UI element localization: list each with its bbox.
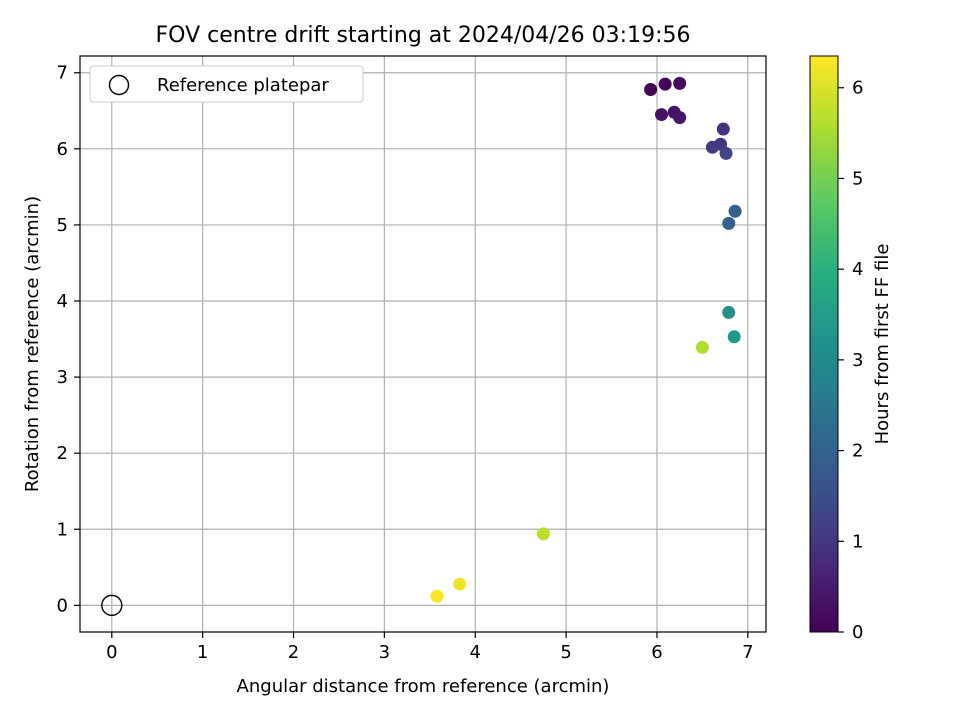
y-tick-label: 0 xyxy=(57,595,68,616)
y-tick-label: 4 xyxy=(57,291,68,312)
legend-entry: Reference platepar xyxy=(157,75,329,96)
x-tick-label: 0 xyxy=(106,642,117,663)
x-tick-label: 4 xyxy=(470,642,481,663)
data-point xyxy=(722,305,736,319)
x-tick-label: 7 xyxy=(742,642,753,663)
legend: Reference platepar xyxy=(89,65,364,103)
data-point xyxy=(673,76,687,90)
grid xyxy=(80,56,766,632)
colorbar-tick-label: 4 xyxy=(852,259,863,280)
data-point xyxy=(695,340,709,354)
reference-point xyxy=(101,594,123,617)
data-point xyxy=(430,589,444,603)
legend-box xyxy=(89,65,364,103)
colorbar-tick-label: 5 xyxy=(852,168,863,189)
x-axis: 0 1 2 3 4 5 6 7 xyxy=(106,632,754,663)
x-tick-label: 3 xyxy=(379,642,390,663)
colorbar-tick-label: 0 xyxy=(852,622,863,643)
x-tick-label: 6 xyxy=(651,642,662,663)
colorbar-tick-label: 2 xyxy=(852,441,863,462)
y-tick-label: 6 xyxy=(57,139,68,160)
data-point xyxy=(644,82,658,96)
data-point xyxy=(673,111,687,125)
data-point xyxy=(728,204,742,218)
colorbar-ticks: 0 1 2 3 4 5 6 xyxy=(838,78,863,643)
y-axis: 0 1 2 3 4 5 6 7 xyxy=(57,63,80,616)
x-tick-label: 5 xyxy=(560,642,571,663)
colorbar-tick-label: 6 xyxy=(852,78,863,99)
data-point xyxy=(705,140,719,154)
x-axis-label: Angular distance from reference (arcmin) xyxy=(237,676,610,697)
colorbar-tick-label: 3 xyxy=(852,350,863,371)
data-point xyxy=(716,122,730,136)
colorbar-gradient xyxy=(809,55,839,633)
x-tick-label: 2 xyxy=(288,642,299,663)
legend-marker xyxy=(108,74,130,96)
chart-title: FOV centre drift starting at 2024/04/26 … xyxy=(156,23,691,48)
data-point xyxy=(655,108,669,122)
colorbar-label: Hours from first FF file xyxy=(872,244,893,445)
y-tick-label: 3 xyxy=(57,367,68,388)
colorbar: 0 1 2 3 4 5 6 Hours from first FF file xyxy=(809,55,893,643)
y-tick-label: 5 xyxy=(57,215,68,236)
data-point xyxy=(453,577,467,591)
y-tick-label: 1 xyxy=(57,519,68,540)
y-tick-label: 2 xyxy=(57,443,68,464)
y-axis-label: Rotation from reference (arcmin) xyxy=(22,196,43,492)
data-point xyxy=(658,77,672,91)
plot-frame xyxy=(79,55,767,633)
data-points xyxy=(101,76,742,617)
y-tick-label: 7 xyxy=(57,63,68,84)
colorbar-tick-label: 1 xyxy=(852,531,863,552)
x-tick-label: 1 xyxy=(197,642,208,663)
data-point xyxy=(536,527,550,541)
data-point xyxy=(719,146,733,160)
data-point xyxy=(727,330,741,344)
data-point xyxy=(722,216,736,230)
